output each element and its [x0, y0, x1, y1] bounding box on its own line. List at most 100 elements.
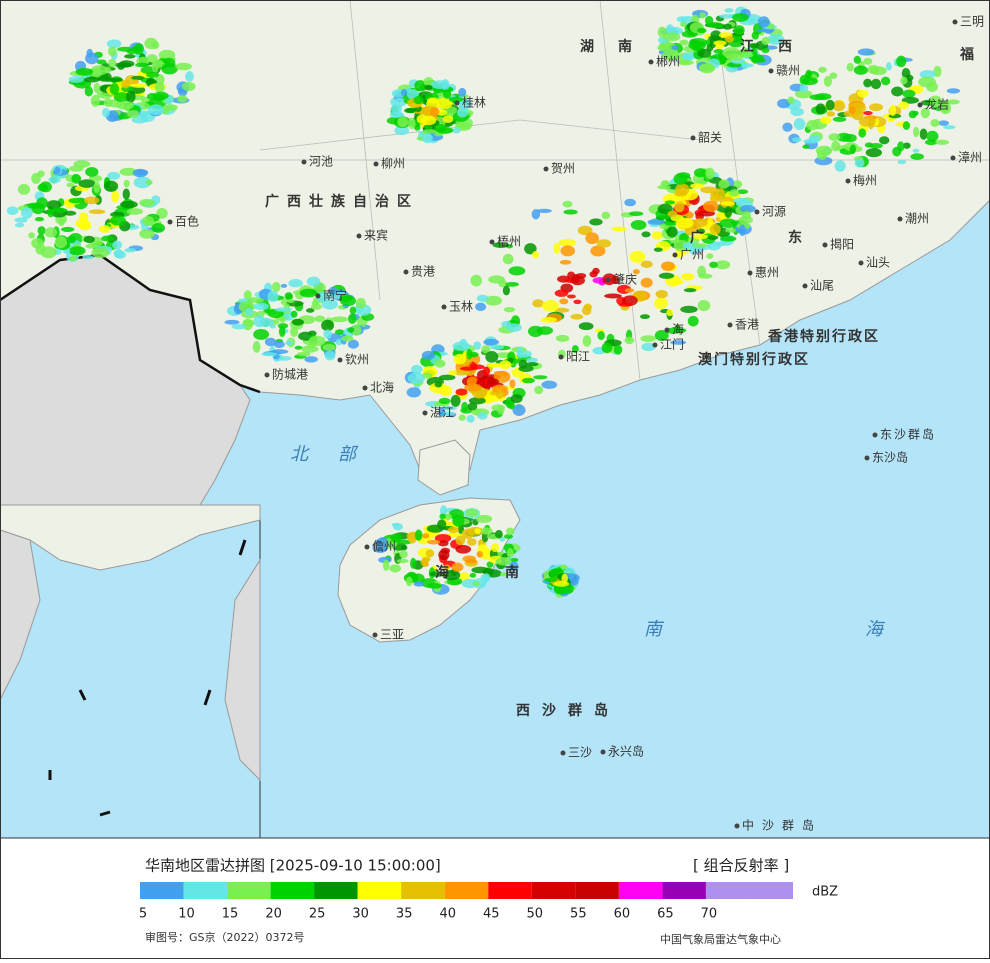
- city-dot: [543, 166, 549, 172]
- echo: [536, 326, 554, 335]
- echo: [624, 198, 636, 207]
- echo: [401, 544, 408, 551]
- echo: [154, 81, 165, 93]
- echo: [900, 76, 908, 85]
- echo: [82, 255, 94, 260]
- echo: [516, 346, 524, 359]
- echo: [444, 564, 451, 570]
- echo: [442, 115, 454, 123]
- echo: [17, 184, 31, 195]
- city-label: 儋州: [372, 540, 396, 554]
- echo: [863, 111, 873, 116]
- echo: [655, 290, 668, 299]
- echo: [177, 95, 188, 103]
- echo: [803, 138, 819, 144]
- echo: [122, 188, 130, 200]
- echo: [601, 211, 611, 220]
- echo: [85, 167, 99, 177]
- region-label: 福: [959, 46, 974, 63]
- echo: [393, 97, 405, 103]
- city-dot: [754, 209, 760, 215]
- city-dot: [454, 100, 460, 106]
- echo: [761, 36, 770, 46]
- echo: [83, 235, 95, 244]
- echo: [278, 356, 292, 361]
- echo: [135, 62, 149, 68]
- echo: [541, 300, 559, 312]
- echo: [467, 538, 477, 546]
- echo: [919, 128, 928, 140]
- echo: [674, 201, 685, 213]
- echo: [724, 8, 734, 13]
- echo: [926, 130, 939, 142]
- legend-tick-label: 60: [614, 907, 631, 922]
- echo: [719, 218, 737, 228]
- city-label: 龙岩: [925, 97, 949, 112]
- echo: [322, 343, 336, 351]
- echo: [570, 313, 584, 320]
- echo: [726, 66, 738, 73]
- echo: [508, 401, 515, 410]
- echo: [629, 211, 644, 217]
- echo: [703, 200, 719, 213]
- echo: [666, 308, 674, 317]
- echo: [427, 539, 441, 545]
- echo: [913, 126, 920, 138]
- city-dot: [864, 455, 870, 461]
- echo: [509, 561, 519, 571]
- echo: [495, 389, 504, 400]
- title: 华南地区雷达拼图 [2025-09-10 15:00:00]: [145, 857, 441, 875]
- city-label: 柳州: [381, 157, 405, 171]
- echo: [688, 40, 706, 50]
- echo: [461, 578, 479, 589]
- echo: [674, 190, 688, 197]
- echo: [470, 274, 482, 287]
- echo: [930, 119, 940, 127]
- echo: [93, 181, 101, 194]
- echo: [578, 322, 594, 331]
- echo: [604, 293, 622, 299]
- echo: [305, 308, 315, 313]
- echo: [692, 234, 708, 240]
- city-dot: [768, 68, 774, 74]
- radar-echoes: [6, 6, 961, 598]
- echo: [891, 86, 904, 97]
- echo: [277, 323, 289, 329]
- echo: [152, 91, 169, 100]
- echo: [506, 527, 515, 536]
- echo: [707, 235, 719, 240]
- echo: [719, 14, 735, 19]
- echo: [422, 533, 430, 539]
- echo: [446, 532, 463, 538]
- echo: [253, 315, 266, 328]
- approval: 审图号：GS京（2022）0372号: [145, 930, 305, 944]
- echo: [697, 228, 706, 235]
- echo: [458, 414, 466, 421]
- echo: [692, 243, 708, 248]
- city-dot: [917, 102, 923, 108]
- city-label: 梧州: [497, 234, 521, 249]
- echo: [826, 111, 836, 117]
- city-dot: [315, 293, 321, 299]
- echo: [611, 226, 627, 232]
- city-label: 河池: [309, 155, 333, 169]
- echo: [767, 34, 785, 45]
- echo: [901, 67, 911, 79]
- echo: [802, 144, 810, 149]
- echo: [767, 23, 775, 30]
- echo: [334, 329, 345, 335]
- echo: [738, 224, 746, 237]
- echo: [505, 281, 519, 287]
- city-label: 百色: [175, 215, 199, 229]
- echo: [898, 101, 910, 110]
- echo: [641, 342, 656, 352]
- echo: [532, 250, 540, 259]
- echo: [863, 78, 872, 88]
- echo: [102, 107, 110, 118]
- echo: [718, 179, 730, 189]
- echo: [435, 126, 454, 134]
- echo: [831, 140, 841, 152]
- city-dot: [950, 155, 956, 161]
- legend-tick-label: 15: [222, 907, 239, 922]
- echo: [471, 566, 490, 574]
